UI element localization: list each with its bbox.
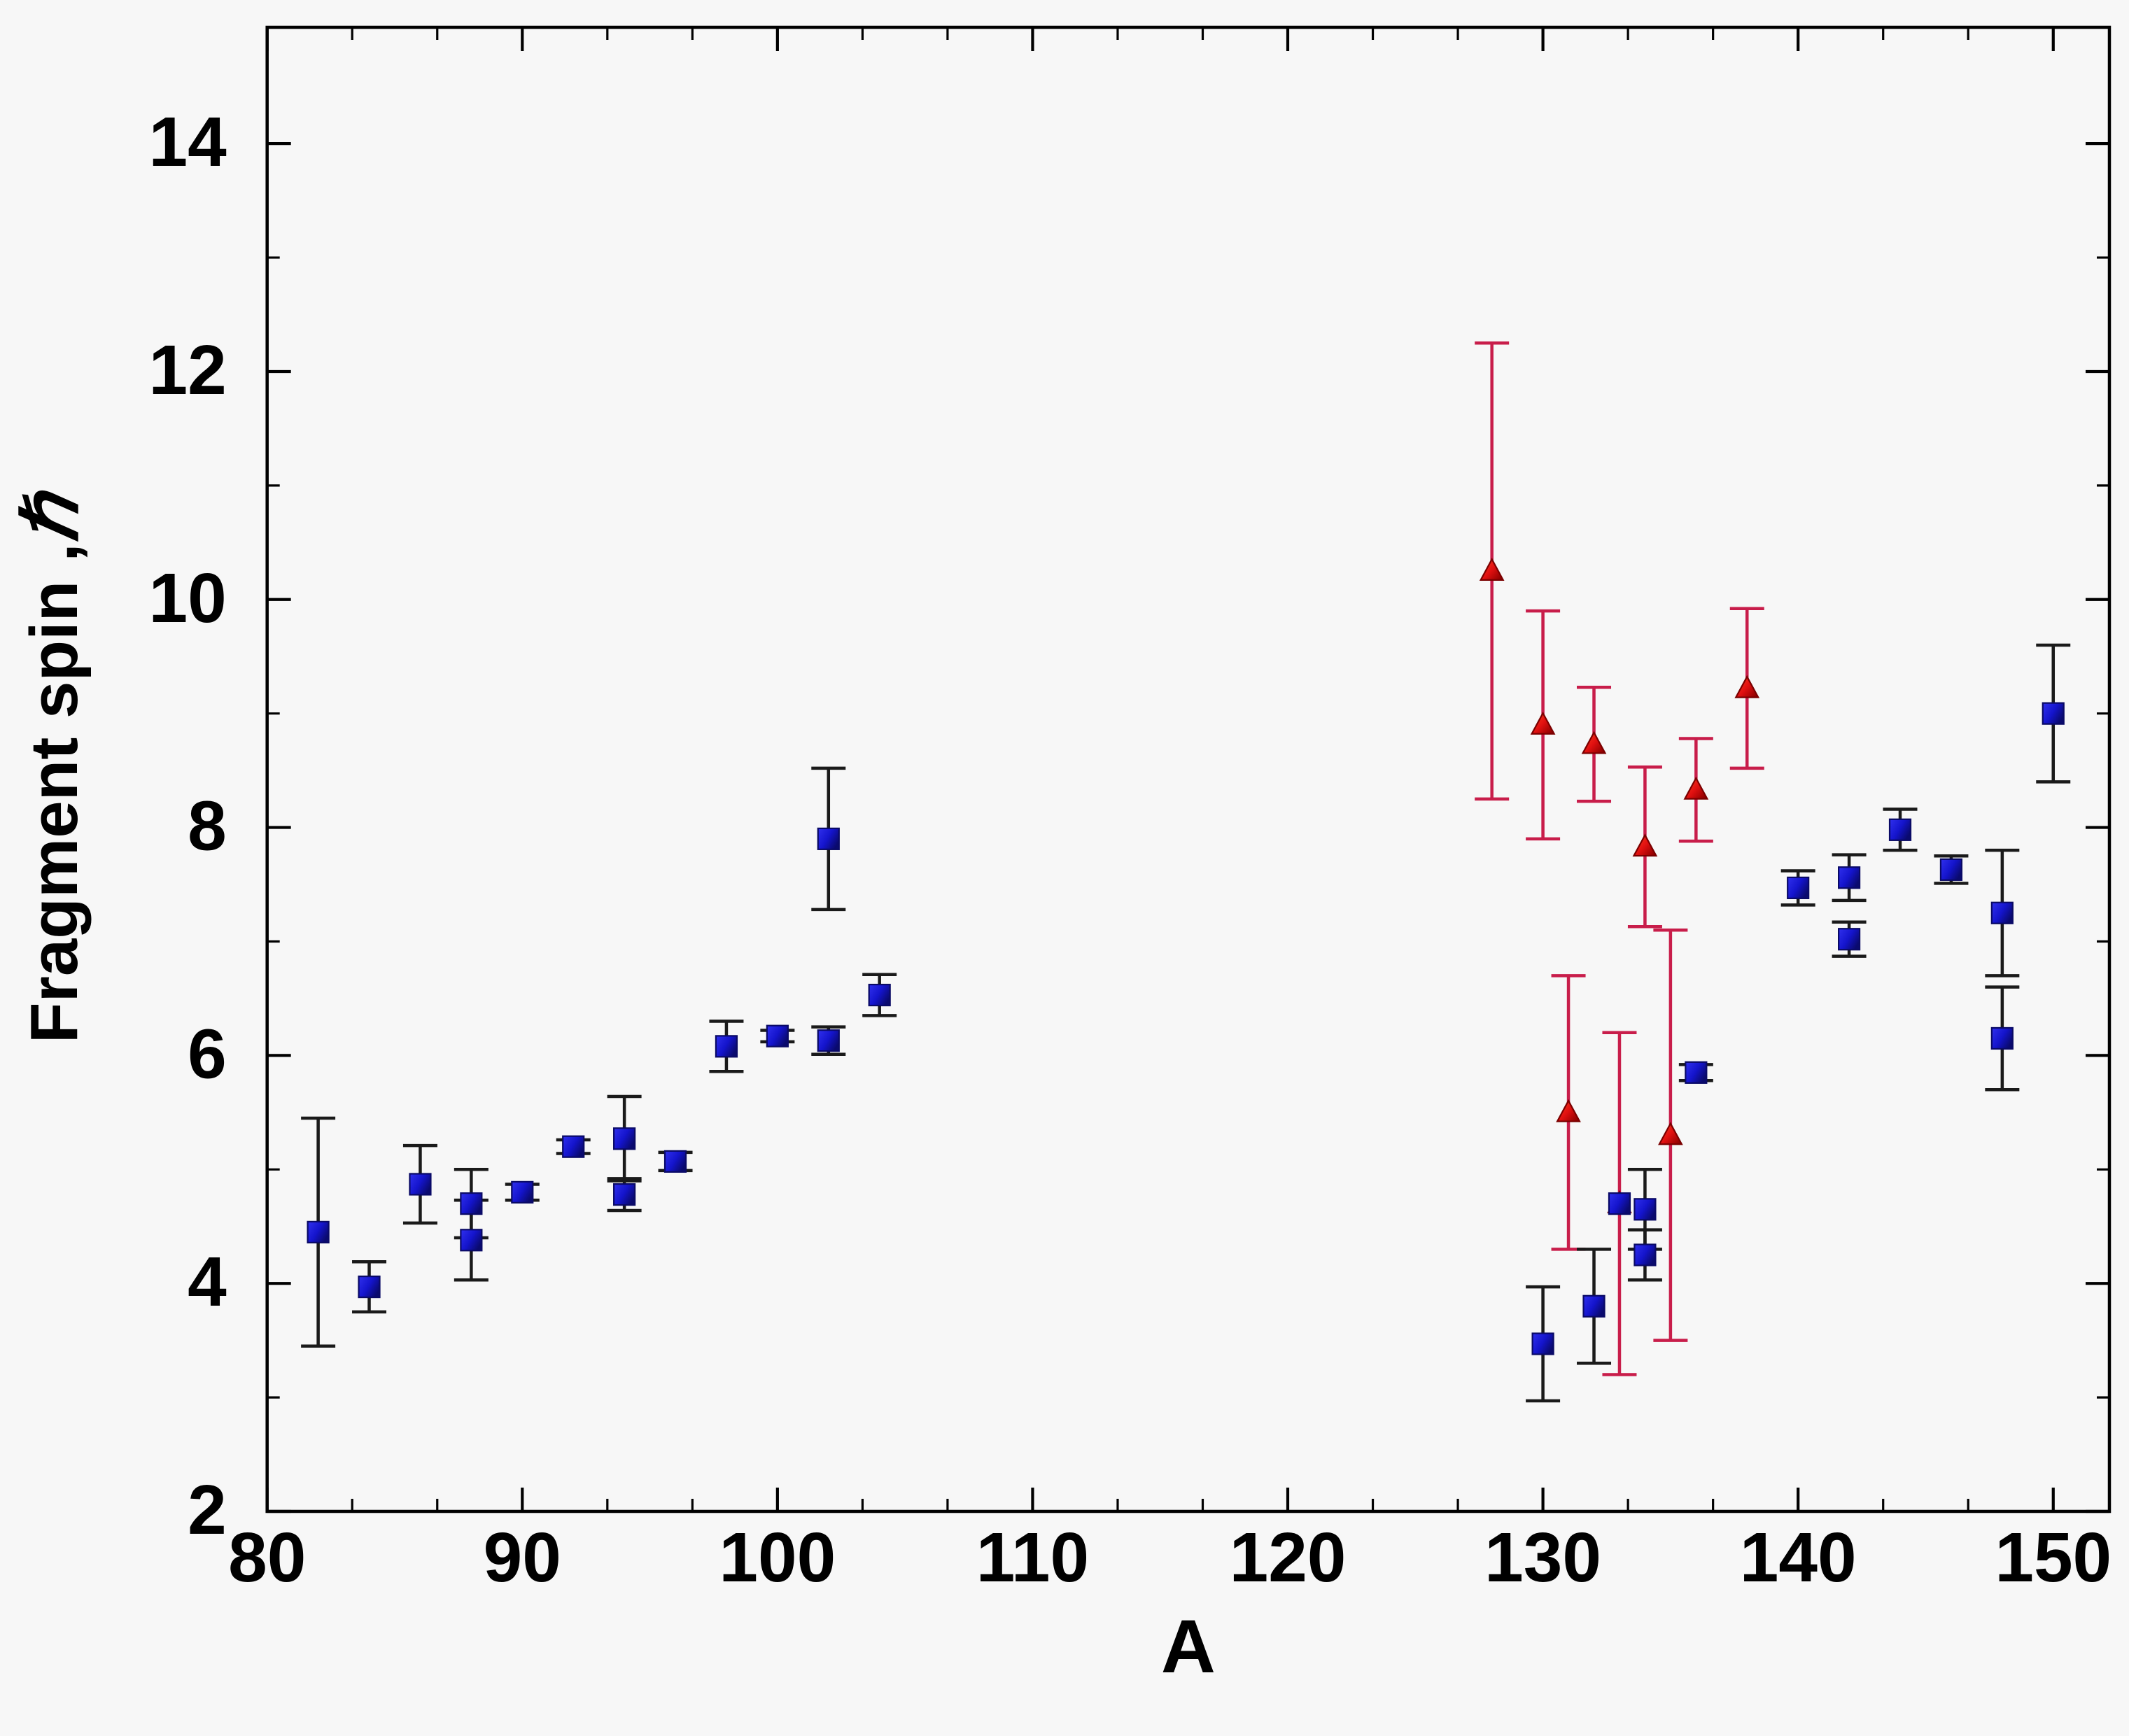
svg-text:12: 12 xyxy=(148,331,226,409)
svg-text:110: 110 xyxy=(976,1518,1089,1597)
svg-text:100: 100 xyxy=(719,1518,836,1597)
svg-text:2: 2 xyxy=(188,1471,227,1549)
svg-text:150: 150 xyxy=(1995,1518,2112,1597)
svg-text:140: 140 xyxy=(1740,1518,1857,1597)
svg-text:Fragment spin ,ℏ: Fragment spin ,ℏ xyxy=(8,488,93,1043)
svg-text:4: 4 xyxy=(188,1243,227,1321)
svg-text:A: A xyxy=(1161,1604,1216,1688)
svg-text:80: 80 xyxy=(228,1518,306,1597)
svg-text:90: 90 xyxy=(484,1518,561,1597)
svg-text:14: 14 xyxy=(148,103,227,181)
svg-text:120: 120 xyxy=(1230,1518,1347,1597)
svg-text:6: 6 xyxy=(188,1015,227,1093)
svg-text:10: 10 xyxy=(148,559,226,637)
svg-text:8: 8 xyxy=(188,787,227,866)
svg-text:130: 130 xyxy=(1484,1518,1601,1597)
